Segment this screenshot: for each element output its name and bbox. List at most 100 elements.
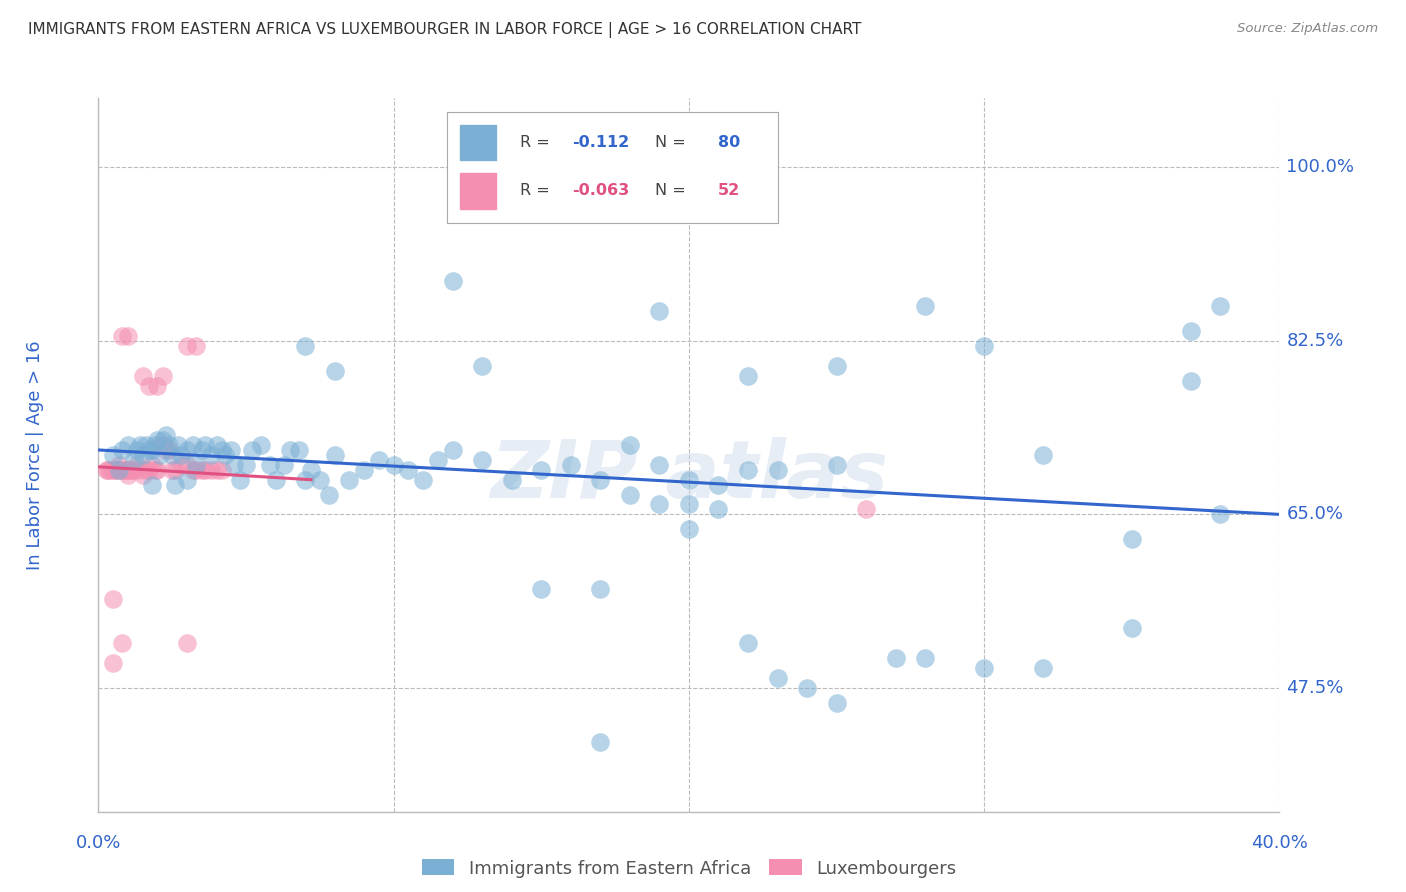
Point <box>122 463 145 477</box>
Point <box>914 299 936 313</box>
Point <box>205 463 228 477</box>
Point <box>141 442 163 457</box>
Point <box>259 458 281 472</box>
Point <box>120 463 142 477</box>
Point <box>678 498 700 512</box>
Point <box>165 463 187 477</box>
Point <box>135 463 157 477</box>
Point <box>273 458 295 472</box>
Text: In Labor Force | Age > 16: In Labor Force | Age > 16 <box>27 340 44 570</box>
Point <box>294 473 316 487</box>
Point <box>288 442 311 457</box>
Point <box>1121 532 1143 546</box>
Point <box>471 453 494 467</box>
Text: 40.0%: 40.0% <box>1251 834 1308 852</box>
Point <box>135 438 157 452</box>
Point <box>141 458 163 472</box>
Point <box>128 463 150 477</box>
Point <box>103 463 125 477</box>
Point <box>973 661 995 675</box>
Point <box>191 463 214 477</box>
Point <box>396 463 419 477</box>
Point <box>111 463 134 477</box>
Point <box>143 438 166 452</box>
Point <box>766 671 789 685</box>
Point <box>132 448 155 462</box>
Point <box>427 453 450 467</box>
Point <box>678 473 700 487</box>
Point <box>412 473 434 487</box>
Point <box>184 463 207 477</box>
Point <box>914 651 936 665</box>
Point <box>111 636 134 650</box>
Point <box>152 438 174 452</box>
Point <box>353 463 375 477</box>
Point <box>318 487 340 501</box>
Point <box>1121 621 1143 635</box>
Point <box>105 463 128 477</box>
Point <box>138 463 160 477</box>
Point <box>589 473 612 487</box>
Point <box>191 442 214 457</box>
Point <box>235 458 257 472</box>
Point <box>707 477 730 491</box>
Text: 0.0%: 0.0% <box>76 834 121 852</box>
Point <box>1032 448 1054 462</box>
Point <box>737 636 759 650</box>
Point <box>157 442 180 457</box>
Point <box>214 448 236 462</box>
Point <box>117 329 139 343</box>
Text: 65.0%: 65.0% <box>1286 506 1344 524</box>
Point <box>240 442 263 457</box>
Point <box>648 304 671 318</box>
Point <box>471 359 494 373</box>
Point <box>368 453 391 467</box>
Point <box>194 463 217 477</box>
Point <box>184 339 207 353</box>
Point <box>103 591 125 606</box>
Point <box>619 487 641 501</box>
Point <box>105 463 128 477</box>
Point <box>1209 508 1232 522</box>
Point <box>229 473 252 487</box>
Point <box>138 378 160 392</box>
Point <box>165 477 187 491</box>
Point <box>128 438 150 452</box>
Point <box>146 463 169 477</box>
Point <box>441 442 464 457</box>
Point <box>176 442 198 457</box>
Point <box>825 458 848 472</box>
Point <box>152 433 174 447</box>
Point <box>530 463 553 477</box>
Point <box>125 442 148 457</box>
Point <box>108 463 131 477</box>
Point <box>176 458 198 472</box>
Point <box>167 438 190 452</box>
Point <box>825 696 848 710</box>
Point <box>152 368 174 383</box>
Point <box>1180 324 1202 338</box>
Point <box>155 428 177 442</box>
Point <box>619 438 641 452</box>
Text: ZIP atlas: ZIP atlas <box>489 437 889 516</box>
Point <box>181 463 204 477</box>
Point <box>108 458 131 472</box>
Point <box>1209 299 1232 313</box>
Point <box>973 339 995 353</box>
Legend: Immigrants from Eastern Africa, Luxembourgers: Immigrants from Eastern Africa, Luxembou… <box>415 852 963 885</box>
Point <box>299 463 322 477</box>
Point <box>737 368 759 383</box>
Point <box>796 681 818 695</box>
Point <box>162 448 183 462</box>
Point <box>309 473 332 487</box>
Point <box>589 582 612 596</box>
Point <box>125 458 148 472</box>
Point <box>170 448 193 462</box>
Point <box>323 364 346 378</box>
Point <box>176 473 198 487</box>
Point <box>120 463 142 477</box>
Point <box>111 442 134 457</box>
Point <box>141 477 163 491</box>
Point <box>219 442 242 457</box>
Point <box>211 442 233 457</box>
